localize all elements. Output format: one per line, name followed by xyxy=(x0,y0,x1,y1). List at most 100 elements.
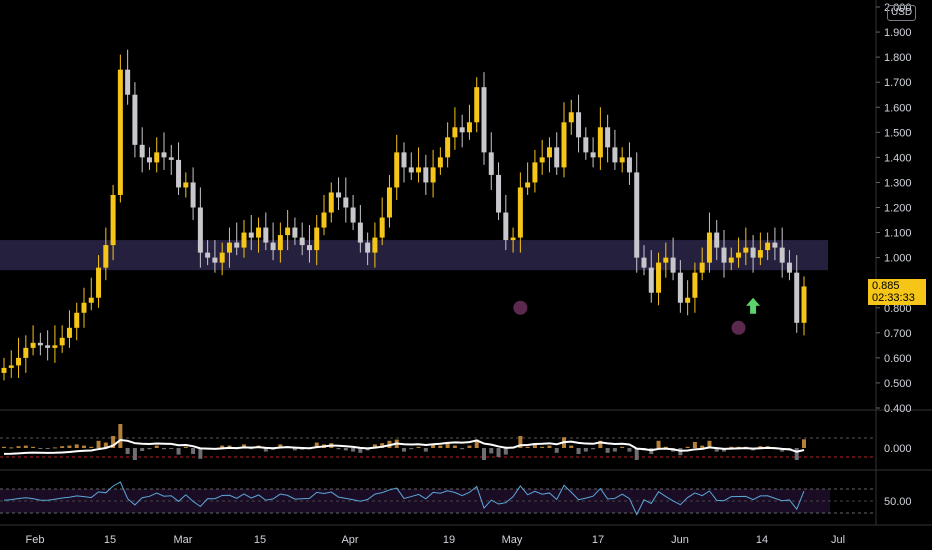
candle-body xyxy=(728,257,734,263)
osc-bar xyxy=(452,445,457,448)
candle-body xyxy=(576,112,582,138)
time-tick-label: 15 xyxy=(104,534,116,546)
candle-body xyxy=(37,342,43,346)
osc-bar xyxy=(518,436,523,448)
price-tick-label: 0.700 xyxy=(884,328,912,340)
candle-body xyxy=(219,252,225,263)
osc-zero-label: 0.000 xyxy=(884,443,912,455)
osc-bar xyxy=(242,444,246,448)
candle-body xyxy=(183,182,189,188)
osc-bar xyxy=(569,445,574,448)
osc-bar xyxy=(503,448,508,455)
signal-circle xyxy=(513,300,528,315)
osc-bar xyxy=(467,445,472,448)
candle-body xyxy=(663,257,669,263)
rsi-line xyxy=(3,481,805,516)
osc-signal-line xyxy=(3,438,805,455)
osc-bar xyxy=(402,448,406,452)
candle-body xyxy=(350,207,356,223)
candle-body xyxy=(466,122,472,133)
osc-bar xyxy=(82,445,86,448)
candle-body xyxy=(692,272,698,298)
candle-body xyxy=(474,87,480,123)
candle-body xyxy=(677,272,683,303)
time-tick-label: Mar xyxy=(174,534,193,546)
osc-bar xyxy=(598,440,603,448)
price-tick-label: 1.200 xyxy=(884,203,912,215)
candle-body xyxy=(314,227,320,251)
osc-bar xyxy=(460,448,465,450)
candle-body xyxy=(365,242,371,253)
candle-body xyxy=(292,227,298,238)
price-tick-label: 1.500 xyxy=(884,127,912,139)
candle-body xyxy=(110,194,116,246)
time-tick-label: Jun xyxy=(671,534,689,546)
candle-body xyxy=(8,365,14,368)
candle-body xyxy=(379,217,385,238)
candle-body xyxy=(248,232,254,238)
osc-bar xyxy=(336,448,341,450)
osc-bar xyxy=(111,436,116,448)
candle-body xyxy=(190,182,196,208)
osc-bar xyxy=(620,446,625,448)
osc-bar xyxy=(438,445,443,448)
candle-body xyxy=(234,242,240,248)
price-tick-label: 1.900 xyxy=(884,27,912,39)
candle-body xyxy=(626,157,632,173)
candle-body xyxy=(161,152,167,158)
osc-bar xyxy=(31,446,36,448)
candle-body xyxy=(45,345,51,348)
osc-bar xyxy=(482,448,486,460)
candle-body xyxy=(401,152,407,168)
candle-body xyxy=(786,262,792,273)
time-axis[interactable]: Feb 15 Mar 15 Apr 19 May 17 Jun 14 Jul xyxy=(26,534,846,546)
osc-bar xyxy=(74,444,79,448)
candle-body xyxy=(496,174,502,213)
osc-bar xyxy=(118,424,123,448)
price-tick-label: 1.800 xyxy=(884,52,912,64)
osc-bar xyxy=(60,446,65,448)
osc-bar xyxy=(576,448,581,454)
candle-body xyxy=(503,212,509,241)
candle-body xyxy=(241,232,247,248)
osc-bar xyxy=(409,448,414,450)
candlestick-series xyxy=(1,49,807,381)
sub-axis: 0.000 50.00 xyxy=(884,443,912,508)
osc-bar xyxy=(16,446,21,448)
candle-body xyxy=(801,286,807,323)
candle-body xyxy=(721,247,727,263)
candle-body xyxy=(146,157,152,163)
osc-bar xyxy=(714,448,719,452)
osc-bar xyxy=(2,446,6,448)
osc-bar xyxy=(605,448,610,453)
candle-body xyxy=(277,235,283,251)
osc-bar xyxy=(89,446,94,448)
time-tick-label: 17 xyxy=(592,534,604,546)
currency-label[interactable]: USD xyxy=(887,5,916,21)
price-tick-label: 0.600 xyxy=(884,353,912,365)
price-tick-label: 1.000 xyxy=(884,253,912,265)
candle-body xyxy=(386,187,392,218)
candle-body xyxy=(23,347,29,358)
osc-bar xyxy=(147,448,152,450)
osc-bar xyxy=(23,445,28,448)
candle-body xyxy=(256,227,262,238)
candle-body xyxy=(546,147,552,158)
candle-body xyxy=(757,250,763,258)
candle-body xyxy=(699,262,705,273)
candle-body xyxy=(423,167,429,183)
price-axis[interactable]: 0.4000.5000.6000.7000.8000.9001.0001.100… xyxy=(876,2,912,415)
bar-countdown: 02:33:33 xyxy=(872,292,915,304)
candle-body xyxy=(656,262,662,293)
time-tick-label: Jul xyxy=(831,534,845,546)
candle-body xyxy=(452,127,458,138)
candle-body xyxy=(706,232,712,263)
candle-body xyxy=(59,337,65,346)
candle-body xyxy=(394,152,400,188)
candle-body xyxy=(52,345,58,348)
candle-body xyxy=(605,127,611,148)
candle-body xyxy=(328,192,334,213)
candle-body xyxy=(16,357,22,366)
price-tick-label: 1.400 xyxy=(884,152,912,164)
